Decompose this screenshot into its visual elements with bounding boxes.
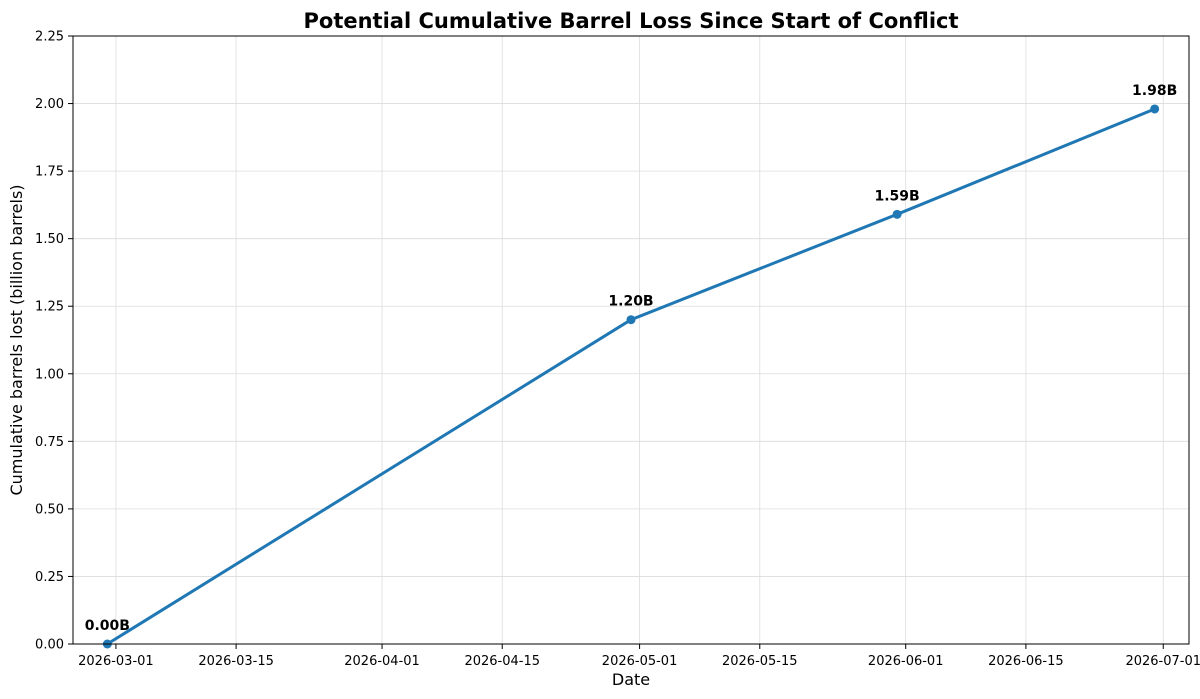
series-line (105, 107, 1157, 646)
y-tick-label: 2.00 (35, 97, 64, 112)
y-tick-label: 1.25 (35, 300, 64, 315)
plot-frame (72, 35, 1190, 645)
x-tick-label: 2026-05-15 (722, 654, 798, 669)
x-tick-label: 2026-03-15 (198, 654, 274, 669)
x-tick-label: 2026-04-01 (344, 654, 420, 669)
x-axis-ticks: 2026-03-01 2026-03-15 2026-04-01 2026-04-15… (78, 644, 1200, 669)
series-layer (102, 104, 1160, 649)
y-axis-label: Cumulative barrels lost (billion barrels… (7, 184, 26, 495)
data-point (1150, 104, 1160, 114)
x-tick-label: 2026-04-15 (464, 654, 540, 669)
x-tick-label: 2026-05-01 (602, 654, 678, 669)
y-axis-ticks: 0.00 0.25 0.50 0.75 1.00 1.25 1.50 1.75 2.00 2.25 (35, 30, 73, 653)
data-labels: 0.00B 1.20B 1.59B 1.98B (85, 83, 1178, 634)
x-axis-label: Date (612, 670, 650, 689)
grid (73, 35, 1189, 645)
data-point (626, 315, 636, 325)
data-label: 1.20B (608, 294, 653, 310)
chart-title: Potential Cumulative Barrel Loss Since S… (304, 9, 959, 33)
data-label: 1.98B (1132, 83, 1177, 99)
y-tick-label: 0.25 (35, 570, 64, 585)
data-label: 1.59B (875, 188, 920, 204)
x-tick-label: 2026-03-01 (78, 654, 154, 669)
x-tick-label: 2026-07-01 (1125, 654, 1200, 669)
y-tick-label: 1.50 (35, 232, 64, 247)
data-point (892, 209, 902, 219)
y-tick-label: 0.00 (35, 638, 64, 653)
y-tick-label: 1.75 (35, 165, 64, 180)
y-tick-label: 1.00 (35, 367, 64, 382)
x-tick-label: 2026-06-15 (988, 654, 1064, 669)
y-tick-label: 2.25 (35, 30, 64, 45)
y-tick-label: 0.50 (35, 502, 64, 517)
data-label: 0.00B (85, 618, 130, 634)
y-tick-label: 0.75 (35, 435, 64, 450)
x-tick-label: 2026-06-01 (868, 654, 944, 669)
